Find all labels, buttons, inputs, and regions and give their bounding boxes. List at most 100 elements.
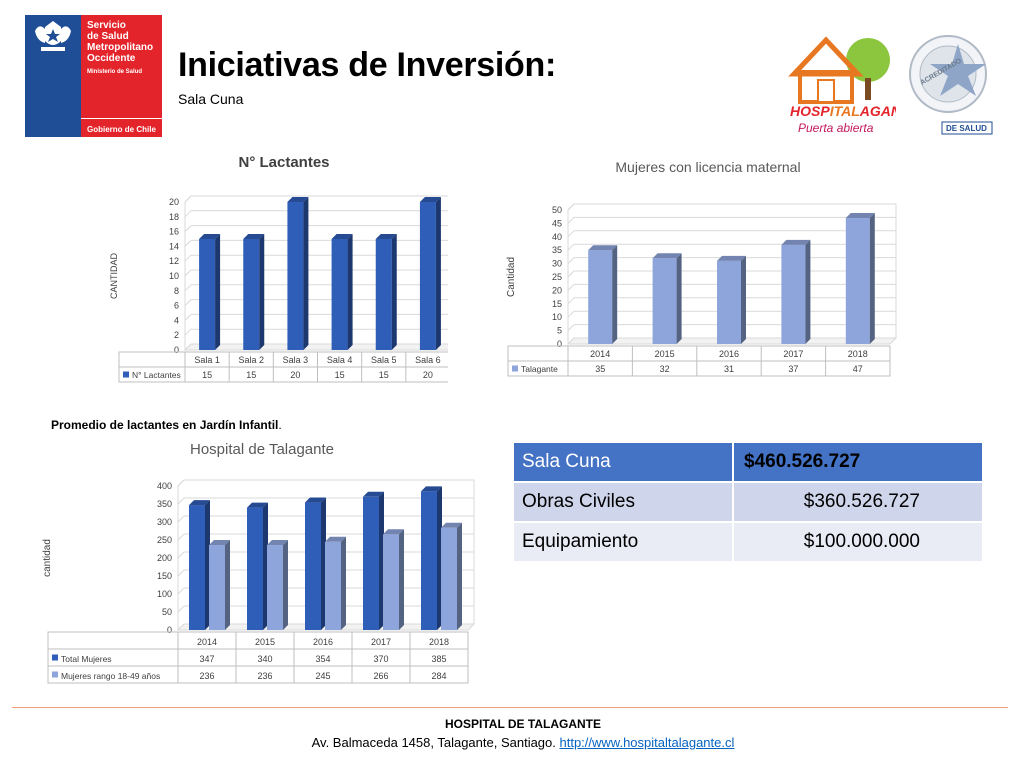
table-row: Equipamiento $100.000.000 [512,521,984,563]
y-tick-label: 6 [174,301,179,311]
y-tick-label: 150 [157,571,172,581]
x-tick-label: 2015 [655,349,675,359]
x-tick-label: 2014 [590,349,610,359]
gridline [184,195,192,203]
acreditacion-logo: ACREDITADO DE SALUD [909,35,993,135]
gridline [177,515,185,523]
legend-label: Mujeres rango 18-49 años [61,671,160,681]
data-label: 370 [373,654,388,664]
x-tick-label: Sala 1 [194,355,220,365]
hosp-part-3: AGANTE [859,103,896,119]
data-label: 266 [373,671,388,681]
gridline [177,569,185,577]
gridline [184,210,192,218]
x-tick-label: 2015 [255,637,275,647]
y-tick-label: 40 [552,232,562,242]
x-tick-label: 2018 [429,637,449,647]
bar-N° Lactantes-Sala 5 [375,234,397,350]
data-label: 20 [423,370,433,380]
sala-cuna-total: $460.526.727 [732,441,984,483]
equipamiento-label: Equipamiento [512,521,734,563]
y-tick-label: 50 [162,607,172,617]
x-tick-label: Sala 6 [415,355,441,365]
bar-Talagante-2015 [652,253,682,344]
x-tick-label: 2016 [719,349,739,359]
bar-N° Lactantes-Sala 4 [331,234,353,350]
gridline [567,310,575,318]
y-tick-label: 45 [552,218,562,228]
y-tick-label: 14 [169,241,179,251]
gridline [184,225,192,232]
y-tick-label: 4 [174,315,179,325]
y-tick-label: 0 [174,345,179,355]
y-tick-label: 0 [557,339,562,349]
y-tick-label: 100 [157,589,172,599]
y-tick-label: 10 [169,271,179,281]
y-tick-label: 18 [169,212,179,222]
gobierno-logo: Servicio de Salud Metropolitano Occident… [25,15,162,137]
chart-title: Mujeres con licencia maternal [615,159,800,175]
hosp-part-1: HOSP [790,103,830,119]
gridline [177,551,185,559]
data-label: 32 [660,364,670,374]
data-label: 354 [315,654,330,664]
bar-Total Mujeres-2017 [363,491,384,630]
hospital-talagante-logo: HOSPITALAGANTE Puerta abierta [788,36,896,135]
y-axis-label: Cantidad [506,257,517,297]
data-label: 47 [853,364,863,374]
y-tick-label: 250 [157,535,172,545]
gridline [567,257,575,264]
gridline [184,284,192,292]
bar-N° Lactantes-Sala 2 [243,234,265,350]
hosp-part-2: ITAL [830,103,860,119]
legend-label: N° Lactantes [132,370,181,380]
page-title: Iniciativas de Inversión: [178,46,556,84]
gridline [184,240,192,247]
servicio-line-3: Metropolitano [87,42,154,53]
legend-swatch [512,365,518,372]
x-tick-label: Sala 2 [238,355,264,365]
superintendencia-label: DE SALUD [946,124,987,133]
y-tick-label: 12 [169,256,179,266]
y-tick-label: 5 [557,326,562,336]
y-tick-label: 50 [552,205,562,215]
data-label: 15 [335,370,345,380]
footer-divider [12,707,1008,708]
chart-licencia-maternal: Mujeres con licencia maternal 0 5 10 15 20 25 3… [506,159,898,377]
y-axis-label: cantidad [42,539,53,577]
bar-N° Lactantes-Sala 1 [199,234,221,350]
bar-Mujeres rango 18-49 años-2015 [267,540,288,630]
servicio-line-4: Occidente [87,53,136,64]
data-label: 236 [257,671,272,681]
gridline [177,479,185,487]
gridline [567,217,575,224]
bar-Total Mujeres-2015 [247,502,268,630]
bar-N° Lactantes-Sala 6 [419,197,441,350]
website-link[interactable]: http://www.hospitaltalagante.cl [559,735,735,750]
obras-civiles-label: Obras Civiles [512,481,734,523]
legend-swatch [52,654,58,661]
star-icon [930,44,986,96]
gridline [177,497,185,505]
cost-table-header: Sala Cuna $460.526.727 [512,441,984,483]
x-tick-label: Sala 5 [371,355,397,365]
footer-hospital-name: HOSPITAL DE TALAGANTE [445,717,601,731]
gobierno-label: Gobierno de Chile [87,125,156,134]
y-tick-label: 16 [169,227,179,237]
data-label: 15 [202,370,212,380]
data-label: 31 [724,364,734,374]
chart-title: Hospital de Talagante [190,441,334,458]
chart-title: N° Lactantes [238,154,329,171]
bar-Total Mujeres-2016 [305,497,326,630]
y-tick-label: 0 [167,625,172,635]
gridline [567,270,575,278]
data-label: 340 [257,654,272,664]
ministry-label: Ministerio de Salud [87,69,143,75]
cost-table: Sala Cuna $460.526.727 Obras Civiles $36… [512,441,984,563]
equipamiento-value: $100.000.000 [732,521,984,563]
data-label: 37 [788,364,798,374]
legend-swatch [123,371,129,378]
lactantes-note: Promedio de lactantes en Jardín Infantil… [51,418,282,432]
gridline [184,328,192,336]
gridline [567,297,575,305]
